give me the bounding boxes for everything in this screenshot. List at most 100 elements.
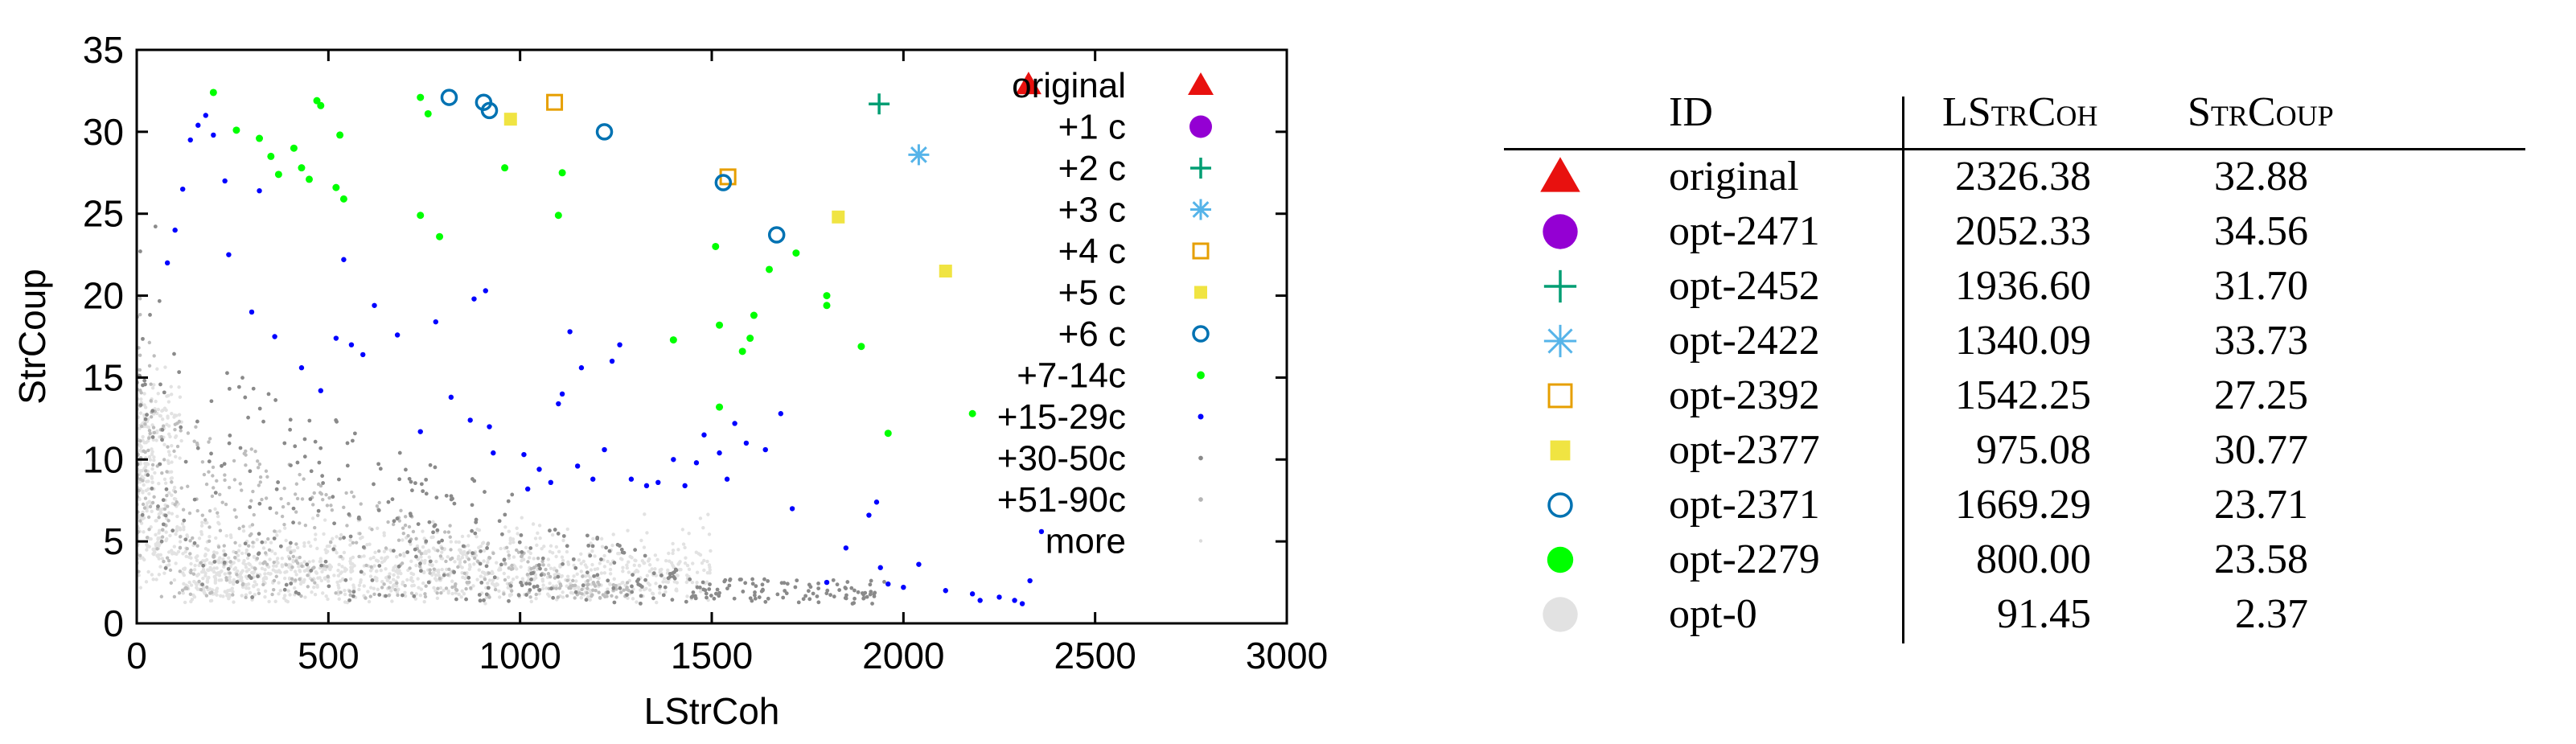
cloud-point (464, 586, 468, 591)
cloud-point (534, 592, 538, 597)
cloud-point (164, 530, 168, 534)
cloud-point (507, 593, 512, 597)
cloud-point (486, 561, 490, 565)
point (578, 365, 585, 371)
cloud-point (630, 584, 634, 589)
cloud-point (267, 548, 272, 553)
cloud-point (412, 594, 417, 598)
cloud-point (238, 446, 243, 450)
cloud-point (253, 449, 257, 454)
cloud-point (255, 537, 259, 542)
cloud-point (293, 444, 298, 449)
point (521, 451, 527, 458)
cloud-point (326, 579, 331, 583)
cloud-point (690, 580, 695, 585)
cloud-point (491, 578, 495, 582)
cloud-point (373, 550, 377, 555)
cloud-point (302, 454, 307, 459)
cloud-point (160, 557, 165, 561)
point (487, 424, 492, 430)
cloud-point (249, 576, 253, 581)
cloud-point (585, 586, 590, 590)
cloud-point (148, 458, 153, 462)
cloud-point (309, 544, 313, 549)
cloud-point (217, 578, 221, 582)
cloud-point (215, 566, 219, 570)
cloud-point (213, 491, 218, 495)
cloud-point (291, 554, 296, 559)
cloud-point (289, 550, 293, 555)
cloud-point (207, 575, 211, 580)
cloud-point (612, 600, 617, 605)
cloud-point (324, 492, 328, 497)
point (671, 457, 676, 462)
cloud-point (150, 462, 155, 467)
cloud-point (502, 592, 506, 596)
cloud-point (274, 564, 278, 568)
point (360, 351, 366, 358)
point (164, 260, 171, 266)
point (274, 171, 282, 179)
cloud-point (631, 597, 635, 601)
cloud-point (454, 587, 458, 591)
cloud-point (325, 504, 330, 508)
cloud-point (178, 395, 183, 399)
cloud-point (199, 524, 204, 528)
cloud-point (426, 549, 431, 553)
cloud-point (148, 504, 153, 509)
cloud-point (307, 418, 312, 423)
cloud-point (195, 586, 199, 590)
cloud-point (244, 453, 248, 457)
point (417, 429, 423, 434)
cloud-point (423, 558, 427, 563)
cloud-point (146, 448, 150, 453)
cloud-point (575, 572, 579, 577)
cloud-point (150, 480, 154, 484)
cloud-point (152, 495, 156, 499)
cloud-point (232, 458, 236, 463)
cloud-point (618, 586, 622, 590)
cloud-point (347, 598, 351, 602)
cloud-point (178, 540, 183, 544)
cloud-point (288, 427, 293, 432)
cloud-point (636, 569, 640, 573)
cloud-point (146, 487, 150, 491)
cloud-point (181, 591, 185, 595)
cloud-point (169, 581, 174, 585)
cloud-point (843, 586, 848, 590)
cloud-point (138, 297, 142, 301)
cloud-point (286, 502, 290, 506)
results-table: ID LStrCoh StrCoup original 2326.38 32.88 o… (1504, 80, 2525, 643)
cloud-point (424, 584, 428, 588)
cloud-point (487, 578, 492, 582)
row-symbol-icon (1543, 597, 1578, 632)
cloud-point (147, 429, 152, 433)
cloud-point (344, 491, 348, 495)
cloud-point (164, 487, 169, 491)
cloud-point (158, 382, 162, 387)
x-tick-label: 2000 (862, 635, 944, 676)
cloud-point (483, 602, 487, 606)
cloud-point (606, 559, 610, 564)
point (436, 232, 444, 240)
cloud-point (503, 578, 507, 582)
cloud-point (197, 563, 201, 568)
cloud-point (160, 471, 164, 475)
cloud-point (266, 565, 271, 569)
cloud-point (249, 499, 253, 503)
cloud-point (195, 558, 199, 563)
cloud-point (326, 597, 330, 602)
legend-marker (1190, 158, 1211, 179)
cloud-point (882, 579, 886, 584)
cloud-point (228, 434, 232, 438)
cloud-point (312, 491, 316, 495)
cell-id: opt-2279 (1669, 536, 1820, 582)
cloud-point (607, 549, 612, 553)
cloud-point (175, 444, 180, 449)
cloud-point (537, 588, 542, 592)
point (789, 506, 795, 512)
cloud-point (595, 536, 600, 540)
cloud-point (643, 553, 647, 558)
cloud-point (368, 594, 372, 598)
